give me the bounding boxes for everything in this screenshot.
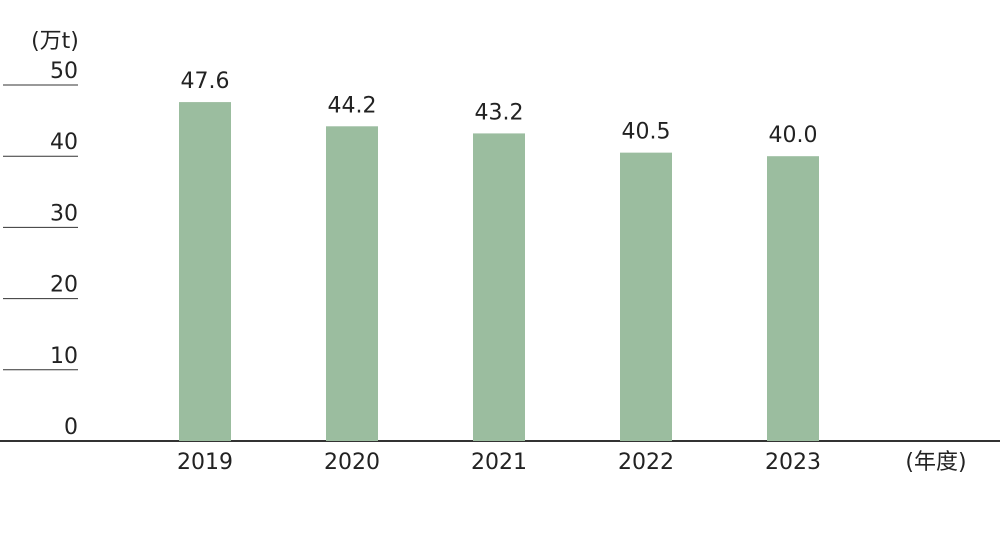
x-tick-label: 2023 bbox=[765, 450, 821, 475]
y-tick-label: 0 bbox=[64, 415, 78, 440]
x-tick-label: 2019 bbox=[177, 450, 233, 475]
y-tick-label: 50 bbox=[50, 59, 78, 84]
y-tick-label: 10 bbox=[50, 344, 78, 369]
value-label: 44.2 bbox=[328, 93, 377, 118]
value-label: 43.2 bbox=[475, 100, 524, 125]
bar bbox=[767, 156, 819, 441]
x-tick-label: 2021 bbox=[471, 450, 527, 475]
bar bbox=[179, 102, 231, 441]
bar bbox=[326, 126, 378, 442]
value-label: 47.6 bbox=[181, 69, 230, 94]
y-tick-label: 40 bbox=[50, 130, 78, 155]
y-tick-label: 30 bbox=[50, 201, 78, 226]
bar bbox=[620, 152, 672, 441]
bar bbox=[473, 133, 525, 441]
value-label: 40.5 bbox=[622, 120, 671, 145]
x-tick-label: 2020 bbox=[324, 450, 380, 475]
value-label: 40.0 bbox=[769, 123, 818, 148]
x-tick-label: 2022 bbox=[618, 450, 674, 475]
y-tick-label: 20 bbox=[50, 273, 78, 298]
y-axis-unit: (万t) bbox=[31, 29, 79, 54]
x-axis-unit: (年度) bbox=[905, 450, 966, 475]
